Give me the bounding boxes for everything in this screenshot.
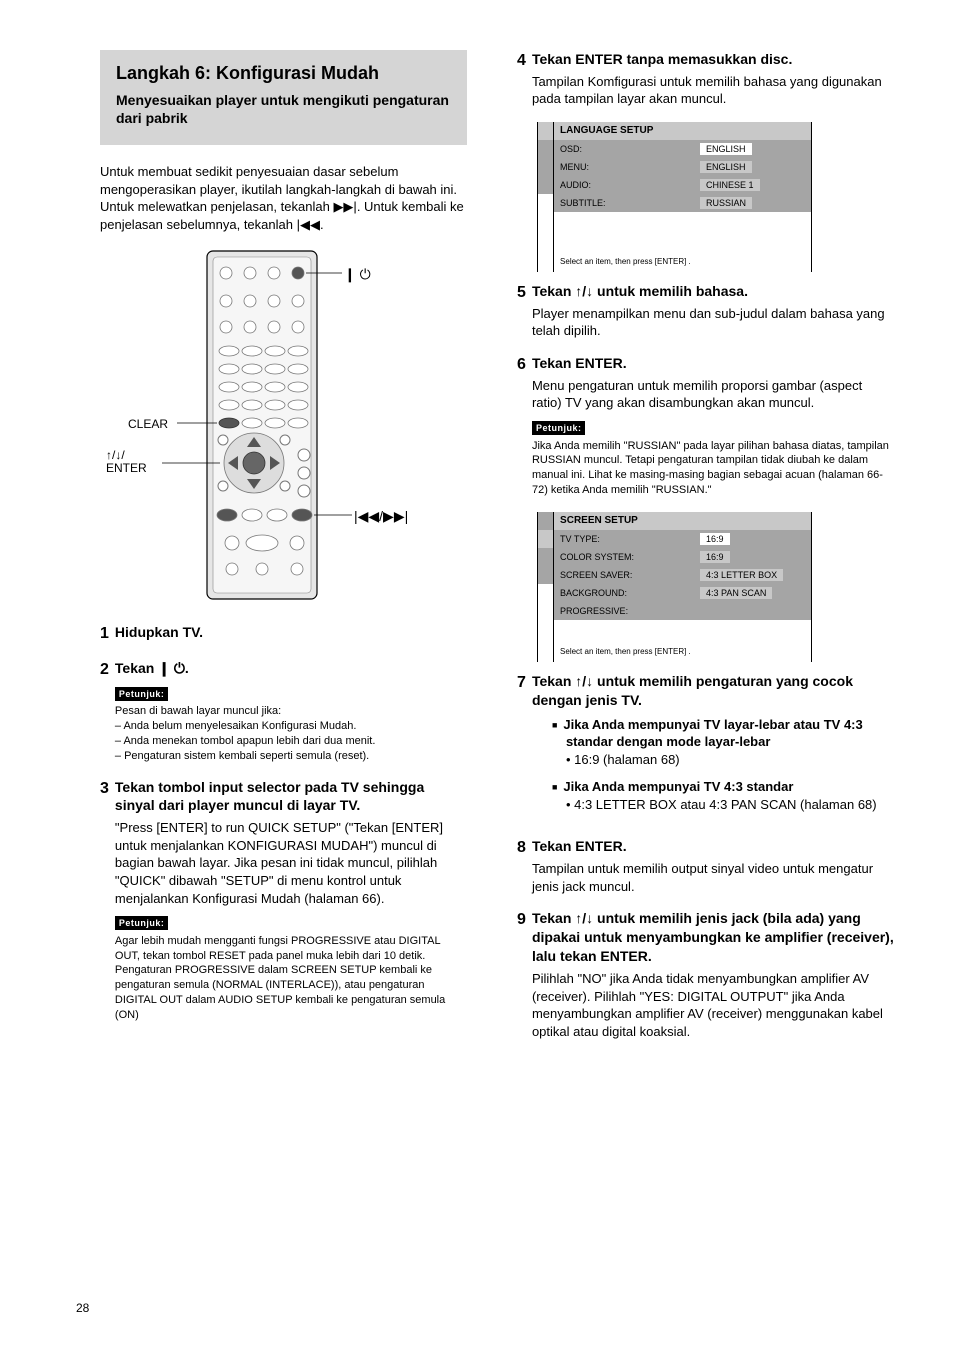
tip-text-3: Jika Anda memilih "RUSSIAN" pada layar p…	[532, 439, 894, 498]
step-6: 6 Tekan ENTER. Menu pengaturan untuk mem…	[517, 354, 894, 498]
section-title: Langkah 6: Konfigurasi Mudah Menyesuaika…	[100, 50, 467, 145]
next-icon: ▶▶|	[333, 199, 356, 214]
tip-label: Petunjuk:	[115, 687, 169, 701]
step-1-head: Hidupkan TV.	[115, 624, 203, 640]
step-9: 9 Tekan ↑/↓ untuk memilih jenis jack (bi…	[517, 909, 894, 1040]
step-3-body: "Press [ENTER] to run QUICK SETUP" ("Tek…	[115, 819, 467, 907]
prev-icon: |◀◀	[297, 217, 320, 232]
callout-arrows: ↑/↓/ENTER	[106, 449, 147, 475]
step-3-head: Tekan tombol input selector pada TV sehi…	[115, 779, 424, 814]
tip-text: Pesan di bawah layar muncul jika: – Anda…	[115, 704, 467, 763]
step-7: 7 Tekan ↑/↓ untuk memilih pengaturan yan…	[517, 672, 894, 824]
tip-label-3: Petunjuk:	[532, 421, 586, 435]
title-main: Langkah 6: Konfigurasi Mudah	[116, 62, 451, 85]
intro-text: Untuk membuat sedikit penyesuaian dasar …	[100, 163, 467, 233]
title-sub: Menyesuaikan player untuk mengikuti peng…	[116, 91, 451, 129]
step-4-head: Tekan ENTER tanpa memasukkan disc.	[532, 51, 792, 67]
tip-label-2: Petunjuk:	[115, 916, 169, 930]
step-1: 1 Hidupkan TV.	[100, 623, 467, 645]
remote-diagram: ❙ ⏻ CLEAR ↑/↓/ENTER |◀◀/▶▶|	[92, 245, 422, 605]
step-3: 3 Tekan tombol input selector pada TV se…	[100, 778, 467, 1023]
callout-prevnext: |◀◀/▶▶|	[354, 507, 408, 526]
callout-power: ❙ ⏻	[344, 265, 371, 284]
page-number: 28	[76, 1300, 89, 1316]
tip-text-2: Agar lebih mudah mengganti fungsi PROGRE…	[115, 934, 467, 1023]
step-2: 2 Tekan ❙ ⏻. Petunjuk: Pesan di bawah la…	[100, 659, 467, 764]
step-4-body: Tampilan Komfigurasi untuk memilih bahas…	[532, 73, 894, 108]
callout-clear: CLEAR	[128, 416, 168, 432]
osd-language: LANGUAGE SETUP OSD:ENGLISH MENU:ENGLISH …	[537, 122, 812, 272]
step-8: 8 Tekan ENTER. Tampilan untuk memilih ou…	[517, 837, 894, 895]
osd-screen: SCREEN SETUP TV TYPE:16:9 COLOR SYSTEM:1…	[537, 512, 812, 662]
step-4: 4 Tekan ENTER tanpa memasukkan disc. Tam…	[517, 50, 894, 108]
step-5: 5 Tekan ↑/↓ untuk memilih bahasa. Player…	[517, 282, 894, 340]
